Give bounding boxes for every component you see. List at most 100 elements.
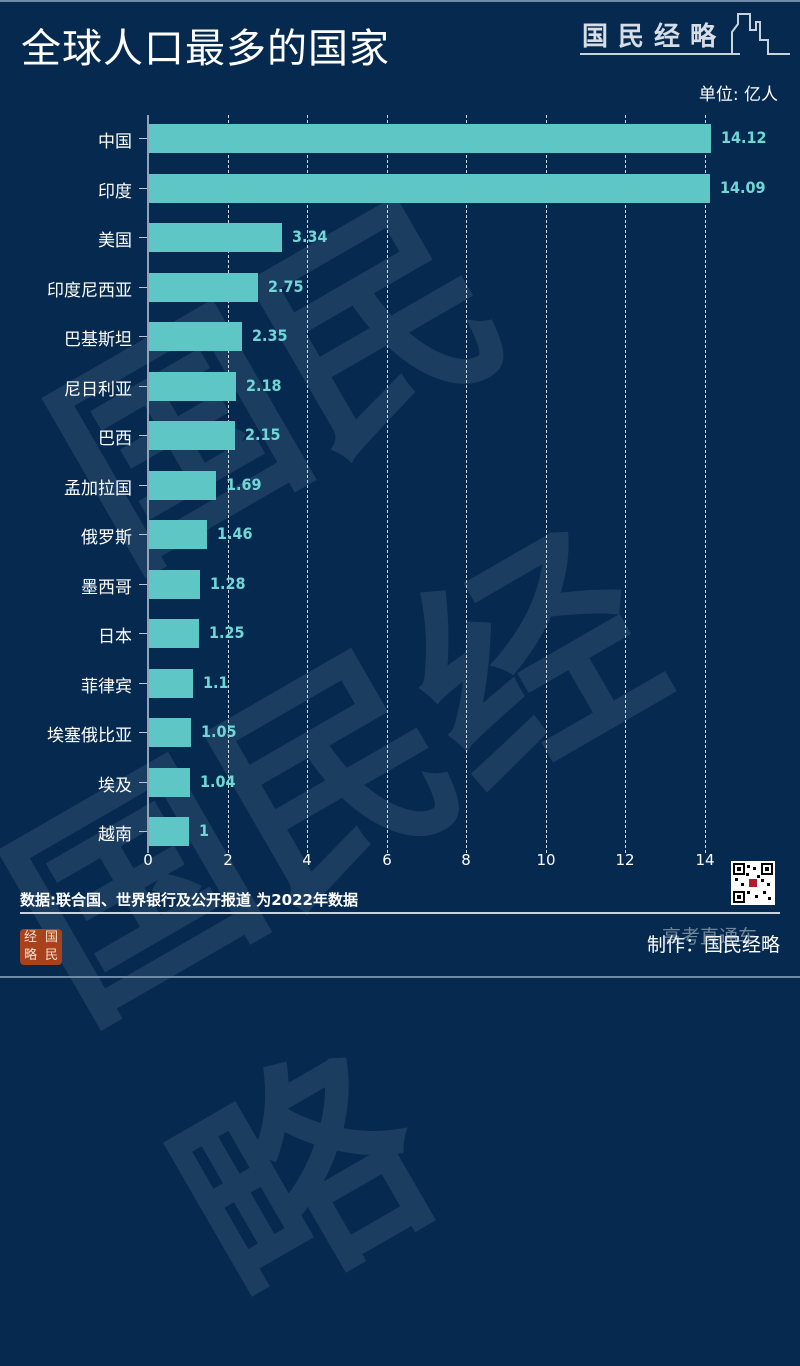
category-label: 孟加拉国 <box>64 479 132 499</box>
y-tick <box>139 435 147 436</box>
value-label: 3.34 <box>292 227 328 246</box>
seal-char: 民 <box>44 948 58 963</box>
category-label: 墨西哥 <box>81 578 132 598</box>
bar[interactable] <box>149 124 711 153</box>
brand-name: 国民经略 <box>582 22 727 52</box>
gridline <box>307 115 308 853</box>
x-tick-label: 0 <box>143 851 153 869</box>
category-label: 日本 <box>98 627 132 647</box>
y-axis-line <box>147 115 149 853</box>
qr-code[interactable] <box>731 861 775 905</box>
bar[interactable] <box>149 471 216 500</box>
gridline <box>625 115 626 853</box>
x-tick-label: 2 <box>223 851 233 869</box>
seal-char: 国 <box>44 930 58 945</box>
bar[interactable] <box>149 520 207 549</box>
bar[interactable] <box>149 817 189 846</box>
bar[interactable] <box>149 570 200 599</box>
gridline <box>387 115 388 853</box>
gridline <box>705 115 706 853</box>
value-label: 14.09 <box>720 178 766 197</box>
page-title: 全球人口最多的国家 <box>21 26 390 72</box>
y-tick <box>139 584 147 585</box>
x-tick-label: 12 <box>615 851 635 869</box>
value-label: 1.05 <box>201 722 237 741</box>
bar[interactable] <box>149 372 236 401</box>
bar-row: 埃塞俄比亚 1.05 <box>0 718 800 748</box>
bar-row: 巴西 2.15 <box>0 421 800 451</box>
bar-row: 孟加拉国 1.69 <box>0 471 800 501</box>
category-label: 俄罗斯 <box>81 528 132 548</box>
y-tick <box>139 188 147 189</box>
bar[interactable] <box>149 174 710 203</box>
x-tick-label: 10 <box>536 851 556 869</box>
bar-row: 俄罗斯 1.46 <box>0 520 800 550</box>
y-tick <box>139 534 147 535</box>
value-label: 1.25 <box>209 623 245 642</box>
bar-row: 越南 1 <box>0 817 800 847</box>
x-tick-label: 4 <box>302 851 312 869</box>
value-label: 1.69 <box>226 475 262 494</box>
value-label: 1 <box>199 821 210 840</box>
bar-row: 印度 14.09 <box>0 174 800 204</box>
bar[interactable] <box>149 768 190 797</box>
bar-row: 菲律宾 1.1 <box>0 669 800 699</box>
bottom-border <box>0 976 800 978</box>
overlay-watermark-text: 高考直通车 <box>662 926 758 948</box>
bar-row: 墨西哥 1.28 <box>0 570 800 600</box>
seal-char: 略 <box>23 948 37 963</box>
bar-row: 尼日利亚 2.18 <box>0 372 800 402</box>
y-tick <box>139 831 147 832</box>
value-label: 2.15 <box>245 425 281 444</box>
city-skyline-icon <box>731 13 790 55</box>
qr-code-icon <box>733 863 773 903</box>
category-label: 埃塞俄比亚 <box>47 726 132 746</box>
bar[interactable] <box>149 669 193 698</box>
bar-row: 中国 14.12 <box>0 124 800 154</box>
bar[interactable] <box>149 223 282 252</box>
brand-underline <box>580 53 740 55</box>
y-tick <box>139 336 147 337</box>
y-tick <box>139 138 147 139</box>
category-label: 中国 <box>98 132 132 152</box>
bar-row: 埃及 1.04 <box>0 768 800 798</box>
bar[interactable] <box>149 421 235 450</box>
brand-logo: 国民经略 <box>580 10 800 56</box>
y-tick <box>139 485 147 486</box>
value-label: 1.28 <box>210 574 246 593</box>
value-label: 1.46 <box>217 524 253 543</box>
y-tick <box>139 633 147 634</box>
gridline <box>546 115 547 853</box>
gridline <box>466 115 467 853</box>
bar-row: 日本 1.25 <box>0 619 800 649</box>
bar-row: 巴基斯坦 2.35 <box>0 322 800 352</box>
unit-label: 单位: 亿人 <box>698 85 778 105</box>
value-label: 2.18 <box>246 376 282 395</box>
bar-row: 美国 3.34 <box>0 223 800 253</box>
seal-char: 经 <box>23 930 37 945</box>
value-label: 2.75 <box>268 277 304 296</box>
top-border <box>0 0 800 2</box>
brand-seal: 经 国 略 民 <box>20 929 62 965</box>
category-label: 菲律宾 <box>81 677 132 697</box>
y-tick <box>139 782 147 783</box>
x-tick-label: 8 <box>461 851 471 869</box>
y-tick <box>139 683 147 684</box>
category-label: 越南 <box>98 825 132 845</box>
y-tick <box>139 237 147 238</box>
bar[interactable] <box>149 619 199 648</box>
category-label: 印度尼西亚 <box>47 281 132 301</box>
x-tick-label: 6 <box>382 851 392 869</box>
y-tick <box>139 386 147 387</box>
value-label: 14.12 <box>721 128 767 147</box>
bar[interactable] <box>149 273 258 302</box>
data-source-note: 数据:联合国、世界银行及公开报道 为2022年数据 <box>20 891 358 909</box>
value-label: 2.35 <box>252 326 288 345</box>
category-label: 巴西 <box>98 429 132 449</box>
y-tick <box>139 287 147 288</box>
footer-divider <box>20 912 780 914</box>
category-label: 美国 <box>98 231 132 251</box>
value-label: 1.1 <box>203 673 229 692</box>
bar[interactable] <box>149 718 191 747</box>
bar[interactable] <box>149 322 242 351</box>
